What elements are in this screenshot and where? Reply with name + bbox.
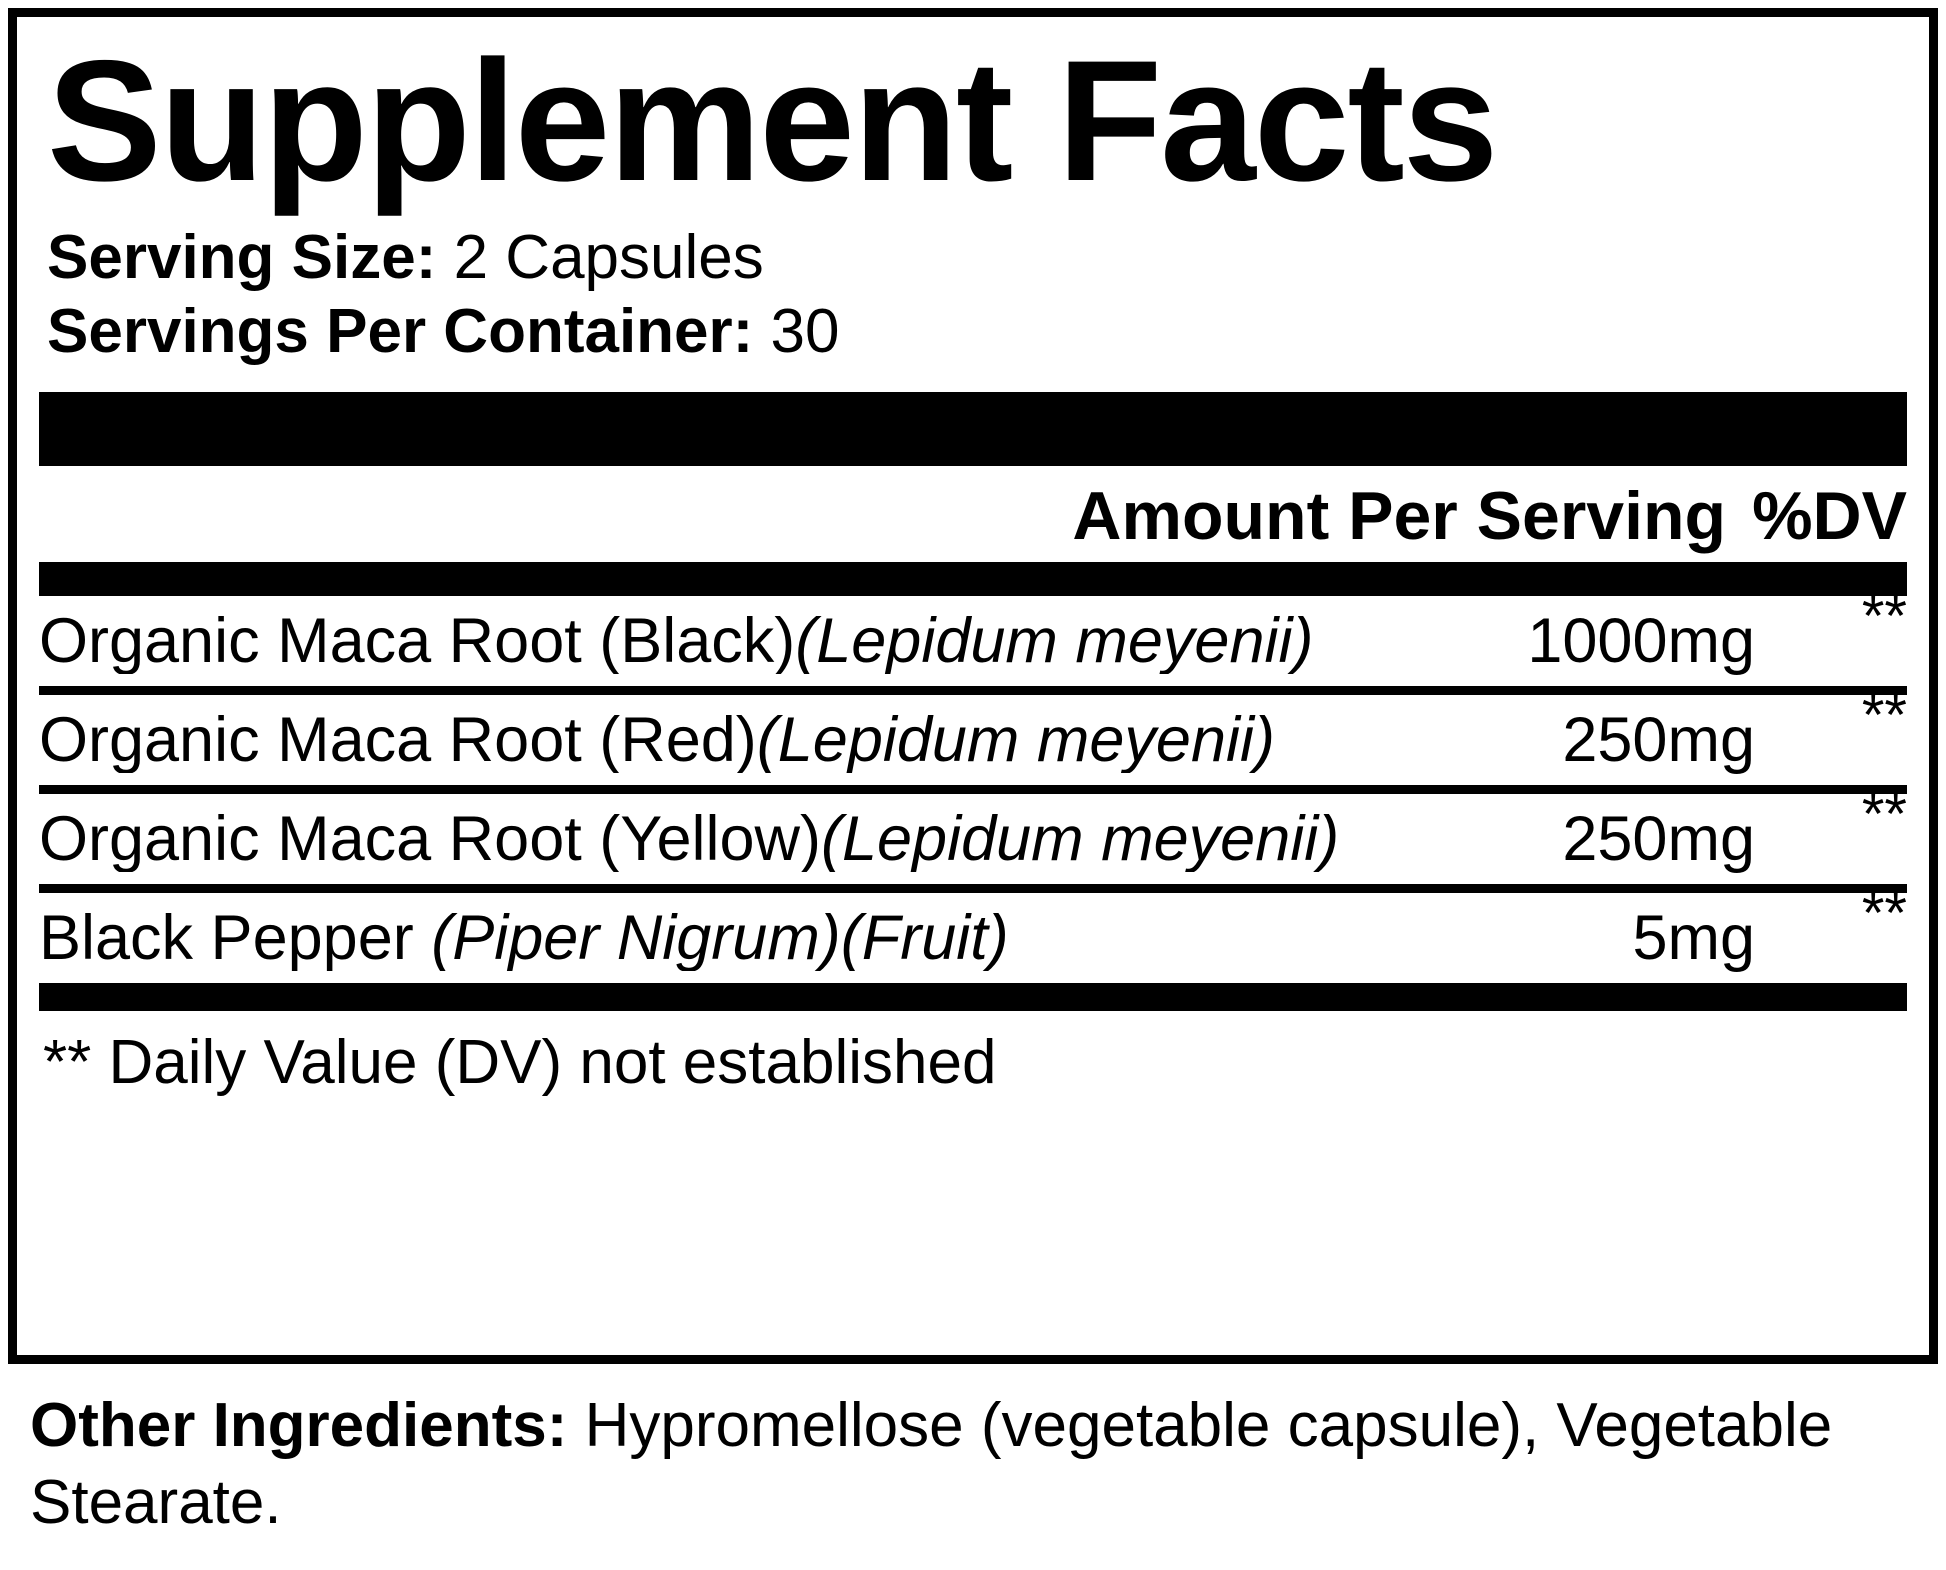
ingredient-latin-name: (Lepidum meyenii) [795, 607, 1314, 674]
ingredient-name: Black Pepper (Piper Nigrum)(Fruit) [39, 905, 1485, 971]
divider-thin-1 [39, 685, 1907, 695]
serving-size-label: Serving Size: [47, 223, 437, 292]
ingredient-daily-value: ** [1861, 782, 1907, 848]
divider-thin-2 [39, 785, 1907, 795]
ingredient-daily-value: ** [1861, 682, 1907, 748]
divider-thick-bottom [39, 983, 1907, 1012]
column-header-amount-per-serving: Amount Per Serving [1072, 477, 1727, 554]
ingredient-latin-name: (Lepidum meyenii) [821, 806, 1340, 873]
ingredient-common-name: Organic Maca Root (Black) [39, 607, 796, 674]
ingredient-name: Organic Maca Root (Red)(Lepidum meyenii) [39, 707, 1485, 773]
ingredient-amount: 1000mg [1527, 605, 1755, 676]
ingredient-name: Organic Maca Root (Yellow)(Lepidum meyen… [39, 806, 1485, 872]
other-ingredients-label: Other Ingredients: [30, 1391, 568, 1460]
ingredient-amount: 250mg [1562, 804, 1755, 875]
supplement-facts-panel: Supplement Facts Serving Size: 2 Capsule… [8, 8, 1938, 1364]
ingredient-common-name: Black Pepper [39, 905, 432, 972]
other-ingredients-section: Other Ingredients: Hypromellose (vegetab… [30, 1388, 1920, 1542]
servings-per-container-line: Servings Per Container: 30 [47, 295, 1907, 369]
ingredient-latin-name: (Lepidum meyenii) [756, 706, 1275, 774]
page-title: Supplement Facts [47, 25, 1498, 217]
table-row: Black Pepper (Piper Nigrum)(Fruit) 5mg *… [39, 883, 1907, 983]
divider-thick-top [39, 391, 1907, 466]
divider-thick-header [39, 561, 1907, 596]
table-row: Organic Maca Root (Yellow)(Lepidum meyen… [39, 784, 1907, 884]
servings-per-container-value: 30 [753, 297, 840, 367]
serving-info: Serving Size: 2 Capsules Servings Per Co… [47, 221, 1907, 370]
ingredient-common-name: Organic Maca Root (Red) [39, 706, 757, 774]
ingredient-amount: 5mg [1632, 903, 1755, 974]
serving-size-line: Serving Size: 2 Capsules [47, 221, 1907, 295]
ingredient-amount: 250mg [1562, 704, 1755, 775]
other-ingredients-value: Hypromellose (vegetable capsule), Vegeta… [30, 1391, 1833, 1537]
divider-thin-3 [39, 884, 1907, 894]
ingredient-latin-name: (Piper Nigrum)(Fruit) [431, 905, 1009, 972]
ingredient-daily-value: ** [1861, 583, 1907, 649]
table-header-row: Amount Per Serving %DV [39, 466, 1907, 562]
ingredient-common-name: Organic Maca Root (Yellow) [39, 806, 821, 873]
column-header-percent-dv: %DV [1752, 477, 1907, 554]
table-row: Organic Maca Root (Black)(Lepidum meyeni… [39, 586, 1907, 686]
table-row: Organic Maca Root (Red)(Lepidum meyenii)… [39, 685, 1907, 785]
ingredient-daily-value: ** [1861, 881, 1907, 947]
servings-per-container-label: Servings Per Container: [47, 297, 754, 367]
daily-value-footnote: ** Daily Value (DV) not established [43, 1028, 997, 1098]
ingredient-name: Organic Maca Root (Black)(Lepidum meyeni… [39, 608, 1485, 674]
serving-size-value: 2 Capsules [436, 223, 764, 292]
